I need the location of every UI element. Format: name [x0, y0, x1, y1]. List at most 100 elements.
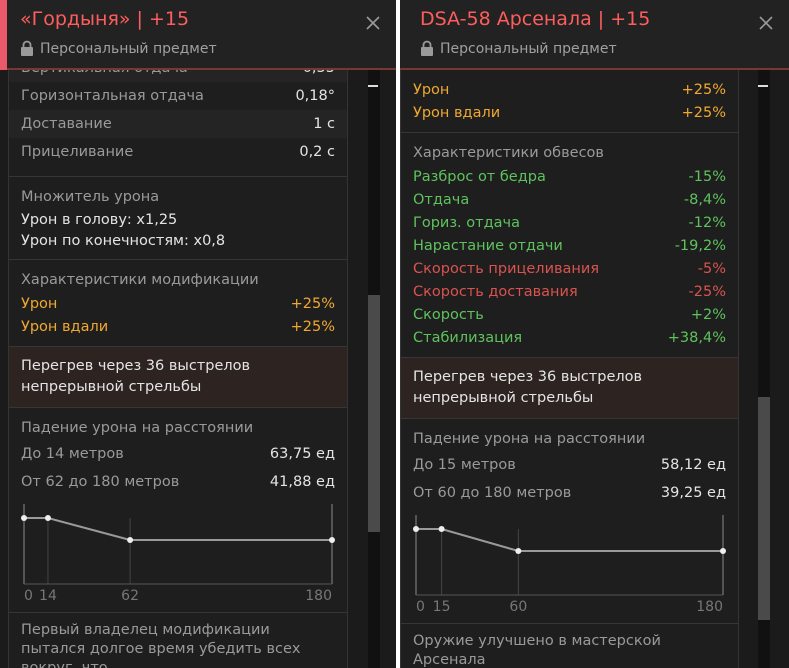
x-tick-label: 0 [24, 588, 33, 604]
close-button[interactable] [757, 14, 775, 32]
mod-label: Стабилизация [413, 329, 523, 346]
falloff-label: От 60 до 180 метров [413, 485, 572, 501]
falloff-point [127, 537, 134, 543]
footer-section: Оружие улучшено в мастерской Арсенала [401, 624, 738, 668]
stat-label: Горизонтальная отдача [21, 88, 204, 104]
stats-card: Урон +25% Урон вдали +25% Характеристики обв… [400, 70, 739, 668]
mod-label: Скорость прицеливания [413, 260, 600, 277]
falloff-point [329, 537, 335, 543]
scroll-up[interactable] [368, 85, 378, 87]
footer-section: Первый владелец модификации пытался долг… [9, 613, 347, 668]
close-button[interactable] [364, 14, 382, 32]
falloff-row: До 14 метров 63,75 ед [21, 440, 335, 468]
panel-header: DSA-58 Арсенала | +15 Персональный предме… [400, 0, 789, 70]
overheat-note: Перегрев через 36 выстрелов непрерывной … [21, 358, 251, 395]
scrollbar-thumb[interactable] [368, 295, 380, 532]
x-tick-label: 14 [39, 588, 57, 604]
falloff-label: До 14 метров [21, 446, 124, 462]
item-subtitle: Персональный предмет [440, 41, 617, 57]
scrollbar [758, 70, 770, 668]
mod-row: Урон +25% [413, 78, 726, 101]
falloff-row: От 62 до 180 метров 41,88 ед [21, 468, 335, 496]
falloff-line [416, 528, 723, 552]
falloff-chart: 0 14 62 180 [21, 504, 335, 604]
falloff-section: Падение урона на расстоянии До 15 метров 5… [401, 419, 738, 624]
scroll-up[interactable] [758, 85, 768, 87]
item-panel: DSA-58 Арсенала | +15 Персональный предме… [400, 0, 789, 668]
stat-value: 0,2 с [299, 144, 335, 160]
x-tick-label: 60 [509, 599, 527, 615]
x-tick-label: 180 [696, 599, 723, 615]
scrollbar-thumb[interactable] [758, 397, 770, 620]
mod-label: Скорость доставания [413, 283, 578, 300]
mod-value: +25% [681, 81, 726, 98]
falloff-point [413, 526, 419, 532]
mod-label: Нарастание отдачи [413, 237, 563, 254]
falloff-label: До 15 метров [413, 457, 516, 473]
falloff-label: От 62 до 180 метров [21, 474, 180, 490]
mod-label: Урон вдали [413, 104, 501, 121]
falloff-value: 63,75 ед [269, 446, 335, 462]
stat-value: 1 с [313, 116, 335, 132]
panel-content: Вертикальная отдача 0,35 Горизонтальная от… [8, 70, 348, 668]
rows-section: Характеристики модификации Урон +25% Урон в… [9, 260, 347, 347]
mod-label: Разброс от бедра [413, 168, 546, 185]
stat-row: Прицеливание 0,2 с [9, 138, 347, 166]
close-icon[interactable] [757, 14, 775, 32]
mod-label: Гориз. отдача [413, 214, 520, 231]
stats-section: Вертикальная отдача 0,35 Горизонтальная от… [9, 70, 347, 177]
mod-row: Скорость +2% [413, 303, 726, 326]
rows-section: Урон +25% Урон вдали +25% [401, 70, 738, 133]
falloff-row: До 15 метров 58,12 ед [413, 451, 726, 479]
section-title: Характеристики модификации [21, 272, 259, 288]
mod-label: Скорость [413, 306, 484, 323]
note-section: Перегрев через 36 выстрелов непрерывной … [9, 347, 347, 408]
falloff-value: 39,25 ед [660, 485, 726, 501]
falloff-line [24, 517, 332, 541]
mod-value: +25% [290, 318, 335, 335]
falloff-point [438, 526, 445, 532]
mod-label: Урон вдали [21, 318, 109, 335]
panel-content: Урон +25% Урон вдали +25% Характеристики обв… [400, 70, 739, 668]
lock [21, 40, 33, 56]
mod-row: Скорость доставания -25% [413, 280, 726, 303]
falloff-section: Падение урона на расстоянии До 14 метров 6… [9, 408, 347, 613]
mod-row: Гориз. отдача -12% [413, 211, 726, 234]
mod-row: Разброс от бедра -15% [413, 165, 726, 188]
close-icon[interactable] [364, 14, 382, 32]
lock-icon [20, 40, 34, 60]
description: Первый владелец модификации пытался долг… [21, 622, 301, 668]
mod-value: -8,4% [683, 191, 726, 208]
x-tick-label: 15 [433, 599, 451, 615]
item-title: DSA-58 Арсенала | +15 [420, 8, 651, 30]
text-line: Урон по конечностям: x0,8 [21, 232, 226, 249]
stat-row: Горизонтальная отдача 0,18° [9, 82, 347, 110]
falloff-value: 41,88 ед [269, 474, 335, 490]
stats-card: Вертикальная отдача 0,35 Горизонтальная от… [8, 70, 348, 668]
x-tick-label: 62 [121, 588, 139, 604]
falloff-point [44, 515, 51, 521]
falloff-row: От 60 до 180 метров 39,25 ед [413, 479, 726, 507]
falloff-point [720, 548, 726, 554]
mod-value: +2% [690, 306, 726, 323]
text-line: Урон в голову: x1,25 [21, 211, 178, 228]
stat-label: Вертикальная отдача [21, 70, 188, 76]
overheat-note: Перегрев через 36 выстрелов непрерывной … [413, 369, 643, 406]
falloff-point [515, 548, 522, 554]
stat-row: Вертикальная отдача 0,35 [9, 70, 347, 82]
text-section: Множитель урона Урон в голову: x1,25 Урон … [9, 177, 347, 260]
mod-value: -5% [697, 260, 726, 277]
falloff-chart: 0 15 60 180 [413, 515, 726, 615]
mod-row: Отдача -8,4% [413, 188, 726, 211]
mod-row: Скорость прицеливания -5% [413, 257, 726, 280]
section-title: Характеристики обвесов [413, 145, 604, 161]
x-tick-label: 0 [416, 599, 425, 615]
item-subtitle: Персональный предмет [40, 41, 217, 57]
stat-label: Доставание [21, 116, 112, 132]
mod-value: +25% [681, 104, 726, 121]
mod-row: Урон вдали +25% [21, 315, 335, 338]
scrollbar [368, 70, 380, 668]
falloff-value: 58,12 ед [660, 457, 726, 473]
mod-row: Урон +25% [21, 292, 335, 315]
